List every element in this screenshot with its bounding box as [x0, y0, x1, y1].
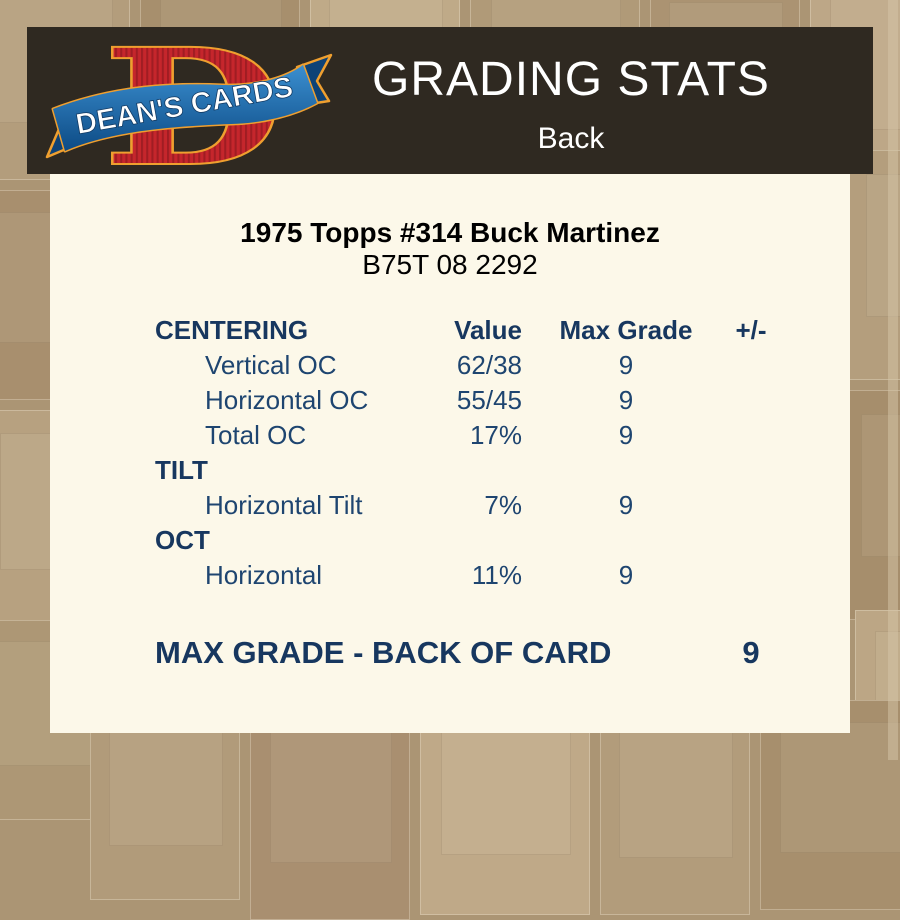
column-header-max-grade: Max Grade: [559, 315, 693, 345]
table-row: Horizontal 11% 9: [50, 558, 850, 593]
table-row: Horizontal OC 55/45 9: [50, 383, 850, 418]
background-card-edge: [888, 0, 898, 760]
row-max-grade: 9: [618, 385, 634, 415]
row-label: Vertical OC: [205, 350, 337, 380]
background-card: [250, 710, 410, 920]
column-header-value: Value: [454, 315, 522, 345]
row-max-grade: 9: [618, 420, 634, 450]
table-group-row: OCT: [50, 523, 850, 558]
row-label: Horizontal OC: [205, 385, 369, 415]
group-label-tilt: TILT: [155, 455, 208, 485]
table-row: Horizontal Tilt 7% 9: [50, 488, 850, 523]
row-value: 7%: [484, 490, 522, 520]
row-max-grade: 9: [618, 350, 634, 380]
table-row: Total OC 17% 9: [50, 418, 850, 453]
background-card: [600, 705, 750, 915]
max-grade-summary-value: 9: [742, 635, 760, 670]
header-banner: D DEAN'S CARDS GRADING STATS Back: [27, 27, 873, 174]
card-title: 1975 Topps #314 Buck Martinez: [240, 217, 660, 248]
table-header-row: CENTERING Value Max Grade +/-: [50, 313, 850, 348]
page-subtitle: Back: [537, 122, 605, 155]
table-row: Vertical OC 62/38 9: [50, 348, 850, 383]
row-value: 11%: [471, 560, 522, 590]
row-label: Total OC: [205, 420, 307, 450]
grading-stats-table: CENTERING Value Max Grade +/- Vertical O…: [50, 313, 850, 671]
max-grade-summary-label: MAX GRADE - BACK OF CARD: [155, 635, 612, 670]
card-serial-number: B75T 08 2292: [362, 249, 538, 280]
row-label: Horizontal Tilt: [205, 490, 363, 520]
group-label-oct: OCT: [155, 525, 210, 555]
page-title: GRADING STATS: [372, 53, 770, 106]
deans-cards-logo[interactable]: D DEAN'S CARDS: [45, 37, 333, 169]
row-value: 62/38: [456, 350, 522, 380]
row-value: 55/45: [456, 385, 522, 415]
row-label: Horizontal: [205, 560, 323, 590]
max-grade-summary-row: MAX GRADE - BACK OF CARD 9: [50, 635, 850, 671]
column-header-centering: CENTERING: [155, 315, 309, 345]
column-header-plus-minus: +/-: [735, 315, 767, 345]
header-titles: GRADING STATS Back: [277, 27, 865, 174]
row-max-grade: 9: [618, 490, 634, 520]
grading-panel: 1975 Topps #314 Buck Martinez B75T 08 22…: [50, 174, 850, 733]
table-group-row: TILT: [50, 453, 850, 488]
row-max-grade: 9: [618, 560, 634, 590]
row-value: 17%: [469, 420, 522, 450]
